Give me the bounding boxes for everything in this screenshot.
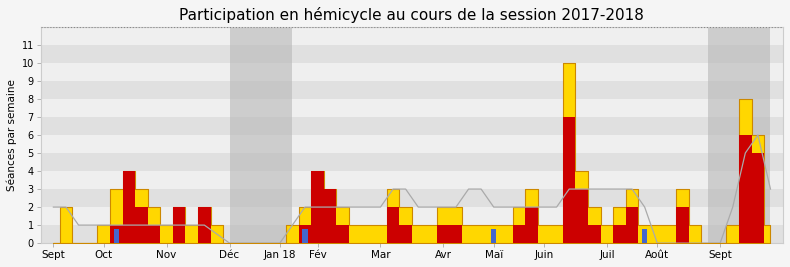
Bar: [41, 225, 783, 243]
Bar: [114, 229, 118, 243]
Bar: [41, 153, 783, 171]
Bar: [41, 189, 783, 207]
Bar: [41, 171, 783, 189]
Bar: [491, 229, 496, 243]
Bar: [41, 135, 783, 153]
Bar: [230, 27, 292, 243]
Bar: [41, 99, 783, 117]
Bar: [303, 229, 307, 243]
Bar: [41, 207, 783, 225]
Title: Participation en hémicycle au cours de la session 2017-2018: Participation en hémicycle au cours de l…: [179, 7, 645, 23]
Bar: [41, 117, 783, 135]
Bar: [708, 27, 770, 243]
Bar: [642, 229, 647, 243]
Bar: [41, 27, 783, 45]
Bar: [41, 45, 783, 63]
Bar: [41, 63, 783, 81]
Y-axis label: Séances par semaine: Séances par semaine: [7, 79, 17, 191]
Bar: [41, 81, 783, 99]
